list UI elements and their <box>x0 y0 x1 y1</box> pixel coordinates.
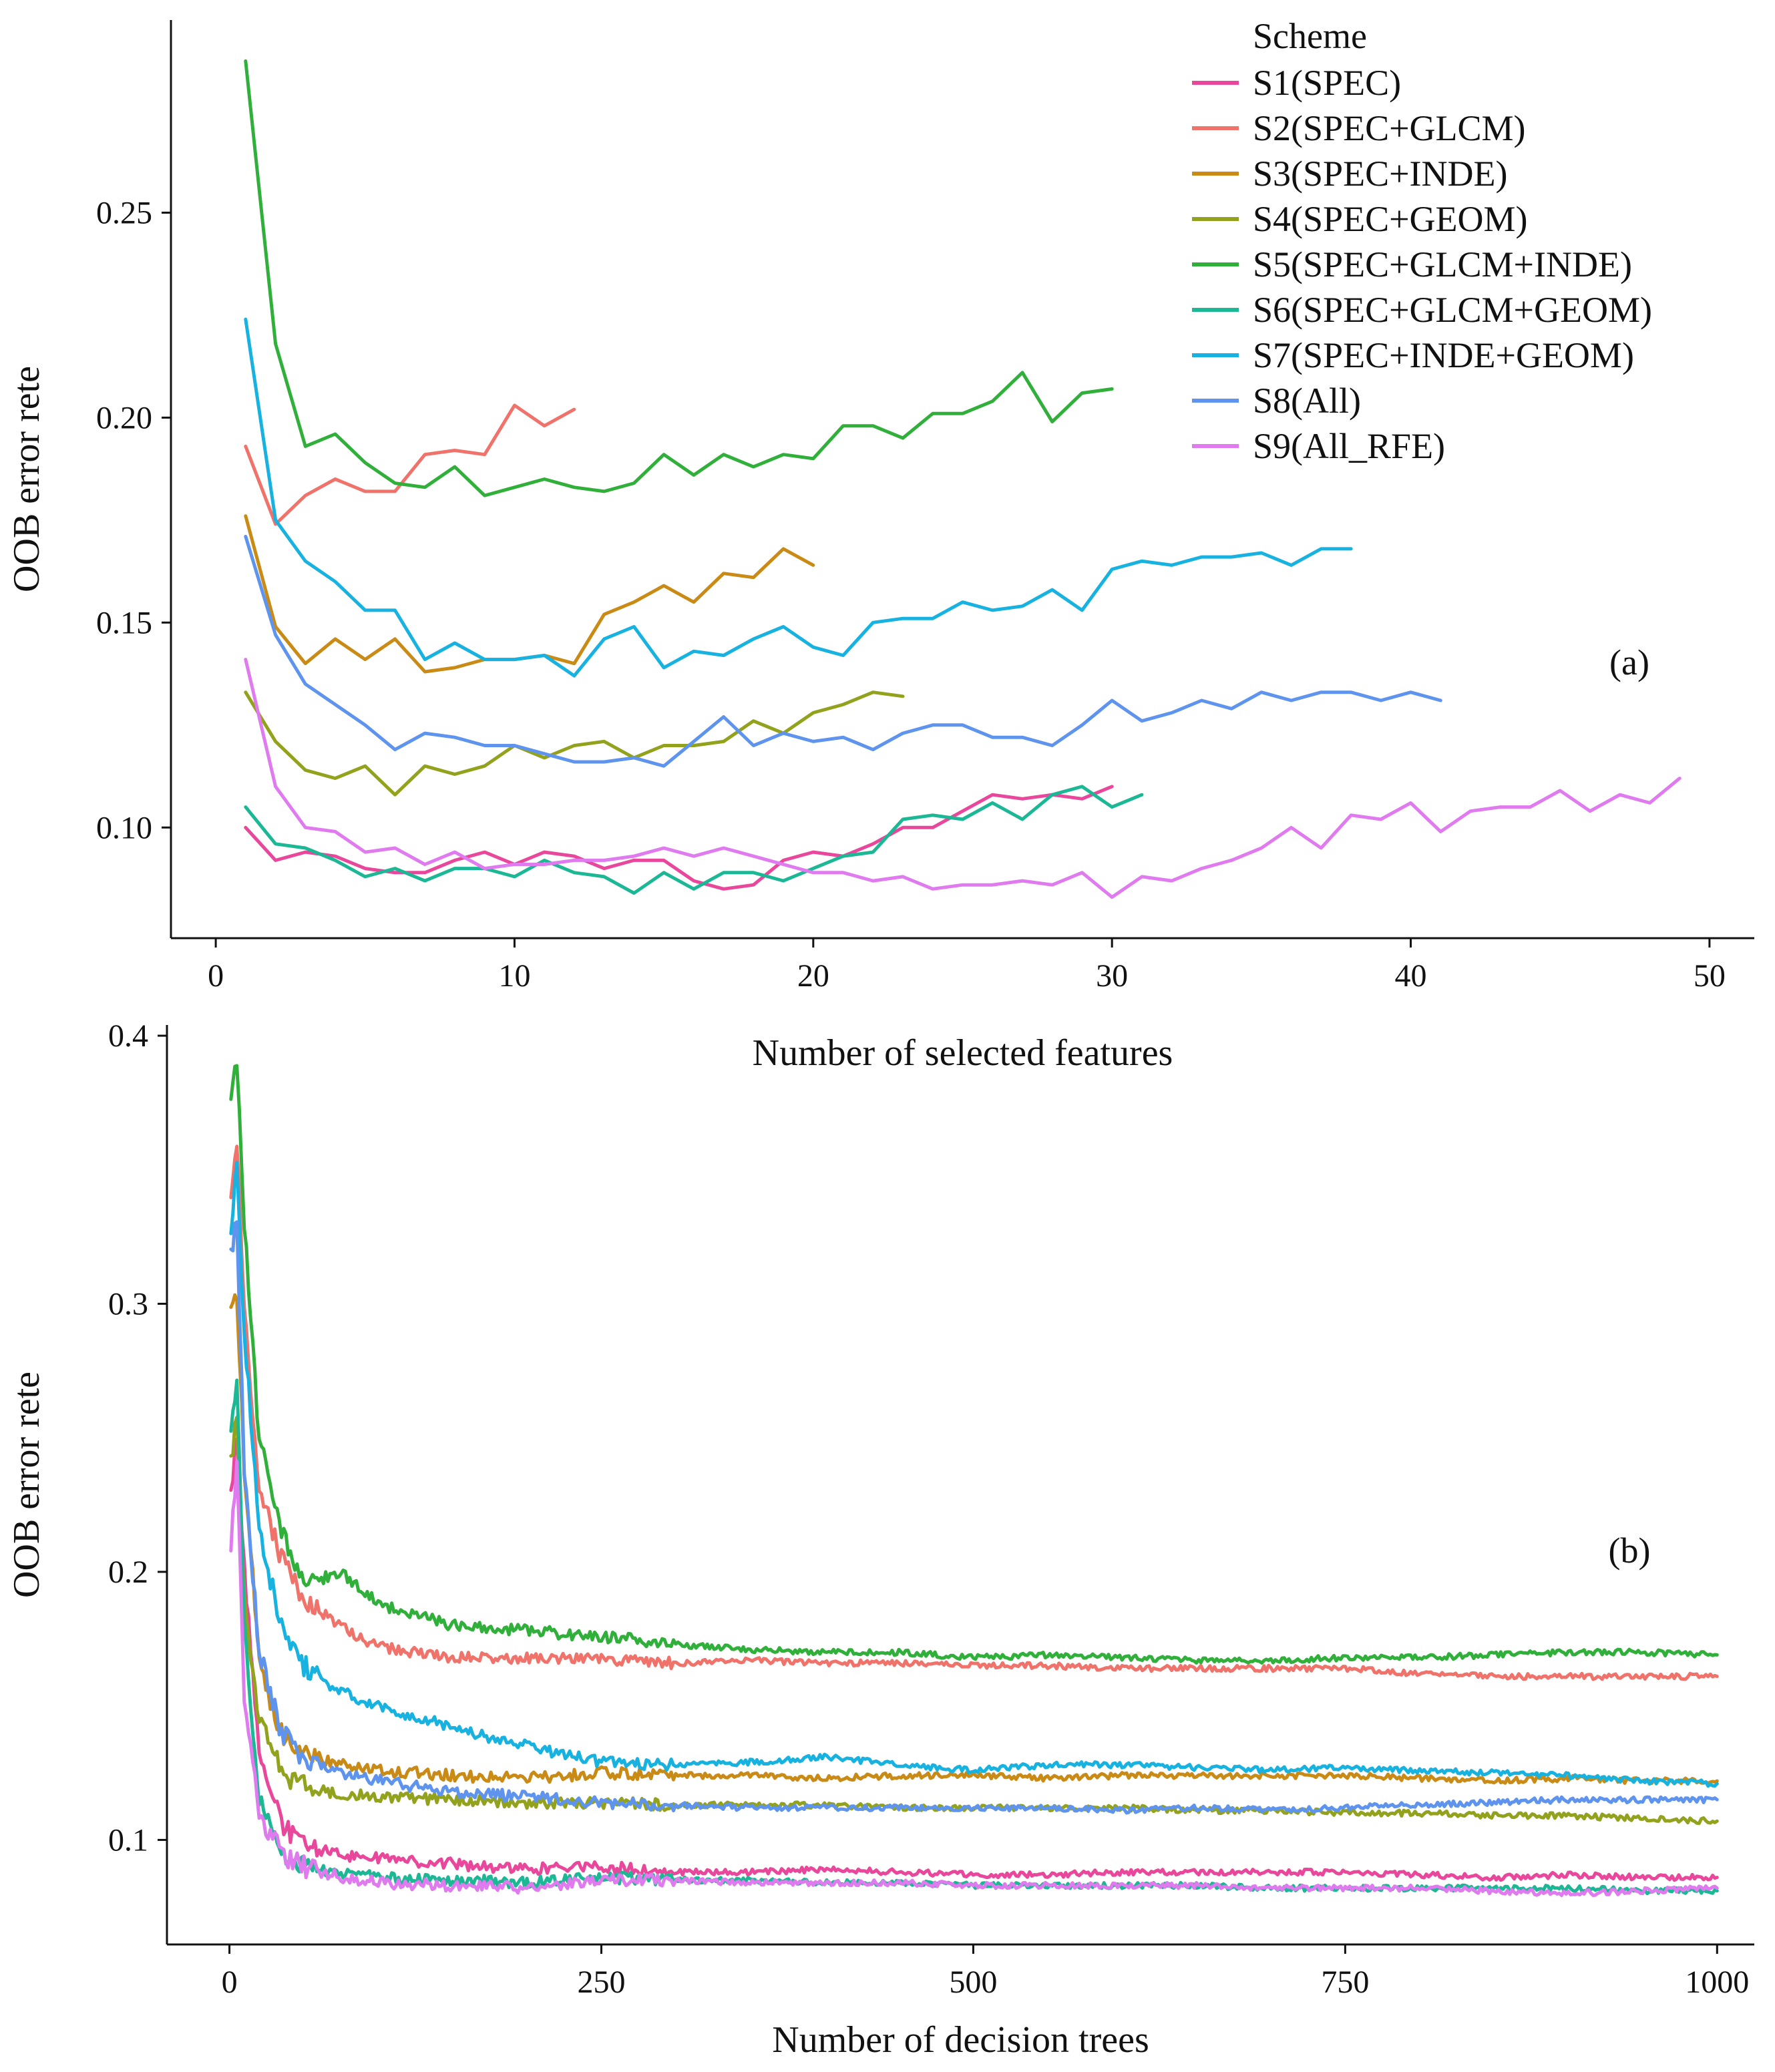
legend-item: S8(All) <box>1192 381 1361 421</box>
series-line <box>244 403 576 526</box>
x-axis-title: Number of selected features <box>753 1032 1173 1074</box>
x-tick-label: 10 <box>498 958 530 994</box>
legend-item: S1(SPEC) <box>1192 63 1401 103</box>
series-line <box>244 658 1682 899</box>
y-tick-label: 0.20 <box>96 400 152 435</box>
y-tick-label: 0.3 <box>108 1287 148 1322</box>
legend-label: S7(SPEC+INDE+GEOM) <box>1253 335 1634 375</box>
x-tick-label: 30 <box>1096 958 1128 994</box>
series-line <box>229 1064 1719 1665</box>
legend-item: S4(SPEC+GEOM) <box>1192 199 1528 239</box>
legend-label: S8(All) <box>1253 381 1361 421</box>
legend-item: S9(All_RFE) <box>1192 426 1445 466</box>
series-line <box>244 534 1442 768</box>
y-axis-title: OOB error rete <box>6 1372 47 1598</box>
x-tick-label: 1000 <box>1685 1964 1749 2000</box>
y-tick-label: 0.1 <box>108 1822 148 1858</box>
y-tick-label: 0.25 <box>96 196 152 231</box>
panel-a: 0 10 20 30 40 50 0.10 0.15 0.20 0.25 Number of sel… <box>6 20 1754 1074</box>
series-line <box>229 1460 1719 1898</box>
x-tick-label: 750 <box>1321 1964 1369 2000</box>
legend: Scheme S1(SPEC) S2(SPEC+GLCM) S3(SPEC+INDE… <box>1192 16 1652 466</box>
panel-tag: (b) <box>1609 1530 1651 1571</box>
x-tick-label: 0 <box>208 958 224 994</box>
y-tick-label: 0.15 <box>96 605 152 640</box>
series-line <box>244 785 1144 895</box>
legend-label: S2(SPEC+GLCM) <box>1253 108 1526 148</box>
legend-label: S4(SPEC+GEOM) <box>1253 199 1528 239</box>
series-line <box>244 785 1114 891</box>
legend-item: S3(SPEC+INDE) <box>1192 154 1507 194</box>
legend-title: Scheme <box>1253 16 1367 56</box>
panel-tag: (a) <box>1609 642 1649 682</box>
y-axis-title: OOB error rete <box>6 366 47 592</box>
y-tick-label: 0.2 <box>108 1555 148 1590</box>
series-line <box>244 690 905 797</box>
x-tick-label: 500 <box>949 1964 997 2000</box>
series-lines <box>229 1064 1719 1898</box>
x-tick-label: 20 <box>797 958 829 994</box>
legend-item: S7(SPEC+INDE+GEOM) <box>1192 335 1634 375</box>
series-line <box>229 1161 1719 1788</box>
legend-label: S5(SPEC+GLCM+INDE) <box>1253 244 1632 284</box>
series-line <box>229 1145 1719 1681</box>
x-tick-label: 0 <box>222 1964 238 2000</box>
legend-label: S3(SPEC+INDE) <box>1253 154 1507 194</box>
legend-item: S6(SPEC+GLCM+GEOM) <box>1192 290 1652 330</box>
legend-label: S6(SPEC+GLCM+GEOM) <box>1253 290 1652 330</box>
series-line <box>229 1293 1719 1786</box>
series-lines <box>244 59 1682 899</box>
series-line <box>229 1220 1719 1815</box>
x-tick-label: 250 <box>578 1964 626 2000</box>
x-tick-label: 50 <box>1694 958 1726 994</box>
y-tick-label: 0.4 <box>108 1018 148 1054</box>
legend-label: S1(SPEC) <box>1253 63 1401 103</box>
series-line <box>244 59 1114 497</box>
legend-label: S9(All_RFE) <box>1253 426 1445 466</box>
series-line <box>229 1437 1719 1882</box>
panel-b: 0 250 500 750 1000 0.1 0.2 0.3 0.4 Number of deci… <box>6 1018 1754 2061</box>
series-line <box>244 317 1353 678</box>
legend-item: S5(SPEC+GLCM+INDE) <box>1192 244 1632 284</box>
x-axis-title: Number of decision trees <box>772 2019 1149 2061</box>
y-tick-label: 0.10 <box>96 810 152 845</box>
legend-items: S1(SPEC) S2(SPEC+GLCM) S3(SPEC+INDE) S4(SPE… <box>1192 63 1652 466</box>
x-tick-label: 40 <box>1395 958 1427 994</box>
legend-item: S2(SPEC+GLCM) <box>1192 108 1526 148</box>
